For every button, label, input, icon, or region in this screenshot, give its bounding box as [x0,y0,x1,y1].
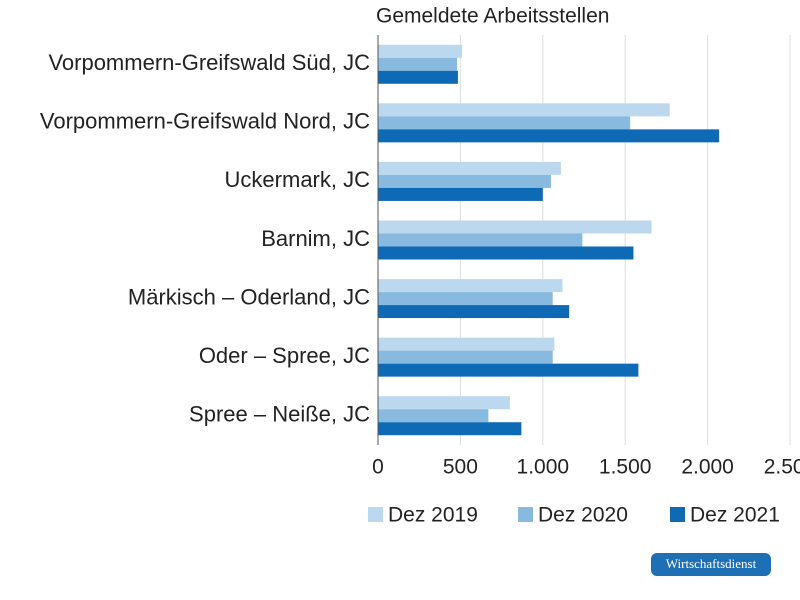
bar [378,116,631,130]
y-tick-label: Märkisch – Oderland, JC [128,284,370,309]
x-tick-label: 2.500 [764,456,800,479]
x-tick-label: 1.500 [599,456,652,479]
bar [378,246,634,260]
bar [378,129,720,143]
y-tick-label: Vorpommern-Greifswald Süd, JC [48,50,370,75]
bar [378,187,543,201]
bar [378,57,458,71]
chart-title: Gemeldete Arbeitsstellen [376,5,609,28]
bar [378,233,583,247]
y-tick-label: Vorpommern-Greifswald Nord, JC [40,109,370,134]
bar [378,70,458,84]
x-tick-label: 1.000 [517,456,570,479]
bar [378,161,561,175]
x-tick-label: 500 [443,456,478,479]
y-tick-label: Spree – Neiße, JC [189,402,370,427]
bar [378,174,552,188]
bar [378,396,510,410]
legend-label: Dez 2020 [538,504,628,527]
bar [378,220,652,234]
badge-box [651,553,771,576]
y-tick-label: Uckermark, JC [225,167,371,192]
bar [378,363,639,377]
legend-label: Dez 2021 [690,504,780,527]
x-tick-label: 2.000 [681,456,734,479]
legend-swatch [518,507,533,522]
bar [378,305,570,319]
bar [378,103,670,117]
bar [378,44,463,58]
bar [378,279,563,293]
y-tick-label: Oder – Spree, JC [199,343,370,368]
bar [378,292,553,306]
bar [378,422,522,436]
legend-label: Dez 2019 [388,504,478,527]
y-tick-label: Barnim, JC [261,226,370,251]
bar [378,337,555,351]
bar [378,409,489,423]
bar [378,350,553,364]
x-tick-label: 0 [372,456,384,479]
legend-swatch [368,507,383,522]
badge: Wirtschaftsdienst [666,556,757,571]
legend-swatch [670,507,685,522]
